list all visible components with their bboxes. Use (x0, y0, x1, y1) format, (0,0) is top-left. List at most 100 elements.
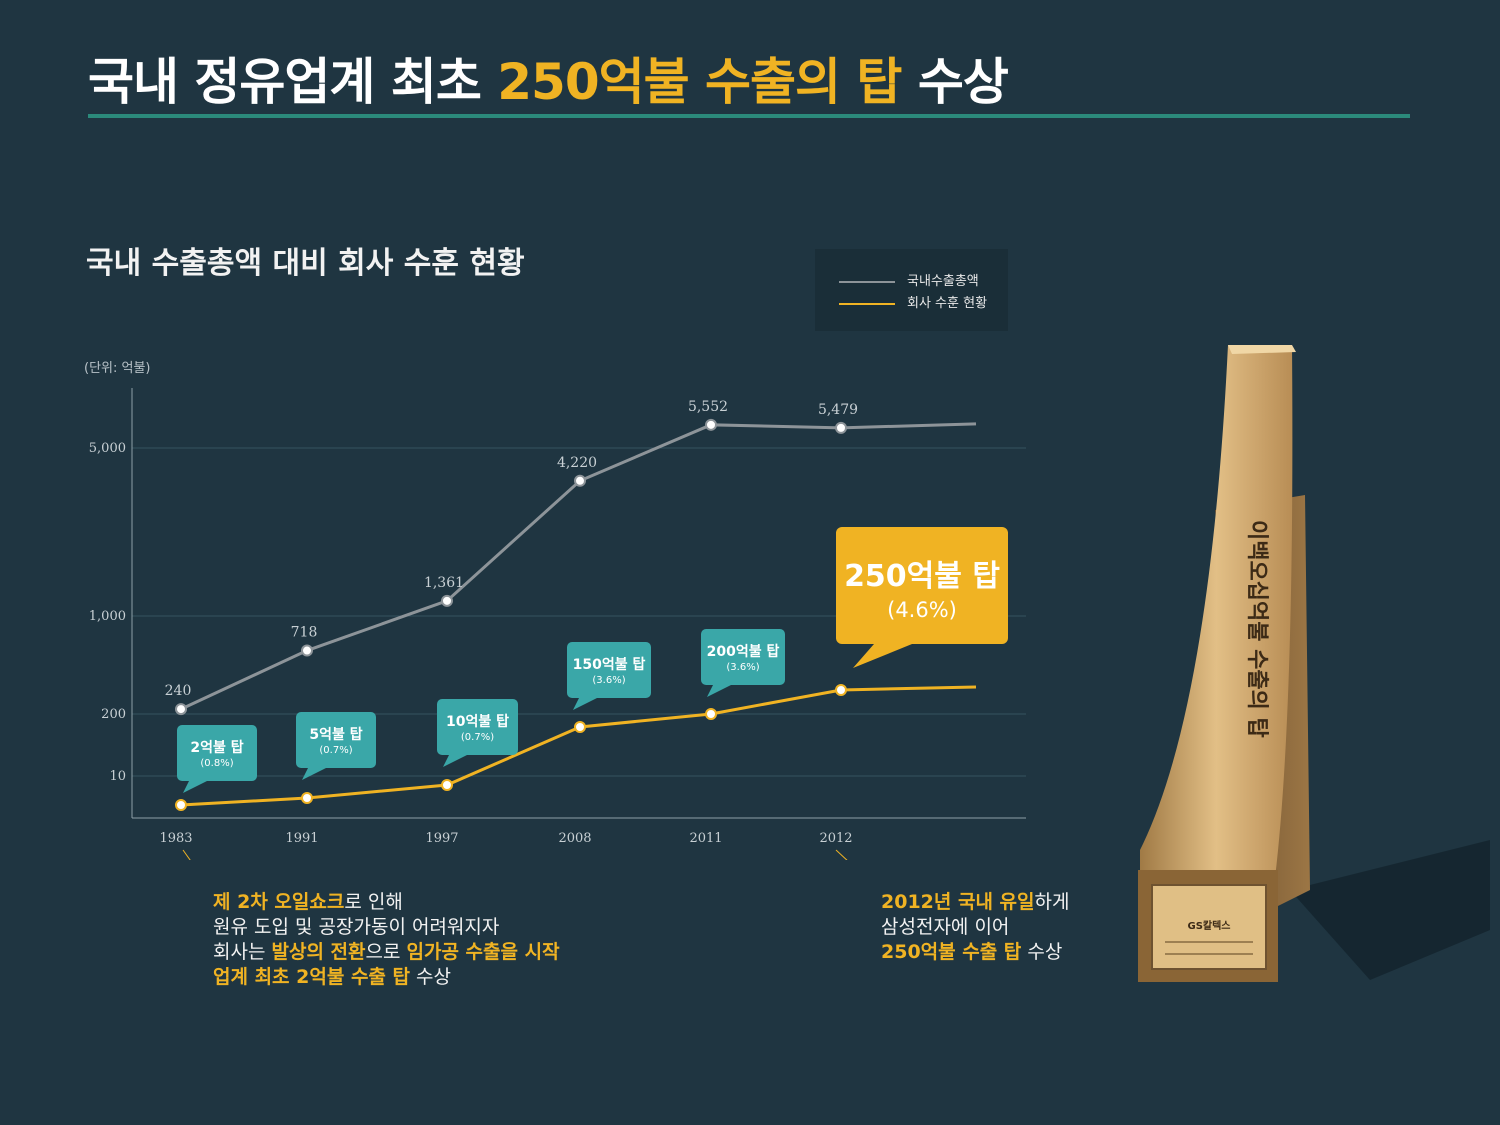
callout-label: 150억불 탑 (573, 657, 646, 673)
title-divider (88, 114, 1410, 118)
page-title: 국내 정유업계 최초 250억불 수출의 탑 수상 (88, 42, 1009, 114)
y-tick-label: 200 (101, 707, 126, 722)
award-callout: 200억불 탑 (3.6%) (701, 629, 785, 697)
note-highlight: 250억불 수출 탑 (881, 941, 1022, 963)
data-point-company (835, 684, 847, 696)
callout-share: (0.7%) (319, 745, 352, 756)
data-point-company (441, 779, 453, 791)
legend-label: 국내수출총액 (907, 274, 979, 289)
note-highlight: 2012년 국내 유일 (881, 891, 1035, 913)
callout-pointer (183, 781, 207, 793)
data-label-total: 718 (291, 625, 318, 641)
data-label-total: 240 (165, 683, 192, 699)
data-point-company (705, 708, 717, 720)
award-callout: 2억불 탑 (0.8%) (177, 725, 257, 793)
note-line: 250억불 수출 탑 수상 (881, 940, 1069, 965)
plaque-logo: GS칼텍스 (1187, 919, 1230, 932)
data-point-company (301, 792, 313, 804)
x-tick-label: 1983 (159, 831, 192, 846)
callout-label: 5억불 탑 (309, 727, 362, 743)
x-tick-label: 2011 (689, 831, 722, 846)
title-highlight: 250억불 수출의 탑 (497, 53, 902, 111)
note-highlight: 제 2차 오일쇼크 (213, 891, 345, 913)
data-point-total (175, 703, 187, 716)
trophy-shadow (1290, 840, 1490, 980)
callout-label: 10억불 탑 (446, 714, 509, 730)
x-tick-label: 2012 (819, 831, 852, 846)
callout-box (836, 527, 1008, 644)
data-point-total (301, 644, 313, 657)
note-line: 업계 최초 2억불 수출 탑 수상 (213, 965, 560, 990)
note-leader-left (182, 849, 191, 860)
data-label-total: 5,479 (818, 402, 858, 418)
callout-box (567, 642, 651, 698)
callout-box (701, 629, 785, 685)
data-label-total: 5,552 (688, 399, 728, 415)
award-callout: 10억불 탑 (0.7%) (437, 699, 518, 767)
callout-share: (0.8%) (200, 758, 233, 769)
note-text: 수상 (410, 966, 451, 988)
callout-share: (0.7%) (461, 732, 494, 743)
note-line: 삼성전자에 이어 (881, 916, 1010, 938)
trophy-inscription: 이백오십억불 수출의 탑 (1244, 520, 1269, 738)
callout-label: 2억불 탑 (190, 740, 243, 756)
award-callout: 5억불 탑 (0.7%) (296, 712, 376, 780)
callout-pointer (707, 685, 731, 697)
callout-label: 200억불 탑 (707, 644, 780, 660)
award-callout-highlight: 250억불 탑 (4.6%) (836, 527, 1008, 668)
data-point-company (175, 799, 187, 811)
note-line: 2012년 국내 유일하게 (881, 890, 1069, 915)
legend-label: 회사 수훈 현황 (907, 296, 988, 311)
note-highlight: 발상의 전환 (271, 941, 366, 963)
note-text: 수상 (1021, 941, 1063, 963)
callout-label: 250억불 탑 (844, 559, 1000, 594)
chart-title: 국내 수출총액 대비 회사 수훈 현황 (86, 246, 525, 281)
data-point-total (574, 474, 586, 487)
callout-share: (4.6%) (887, 598, 957, 622)
y-tick-label: 10 (109, 769, 126, 784)
note-leader-right (835, 849, 848, 860)
legend-item-company: 회사 수훈 현황 (839, 292, 987, 311)
note-left: 제 2차 오일쇼크로 인해 원유 도입 및 공장가동이 어려워지자 회사는 발상… (213, 890, 560, 990)
x-tick-label: 1991 (285, 831, 318, 846)
title-text: 국내 정유업계 최초 (88, 53, 498, 111)
x-tick-label: 2008 (558, 831, 591, 846)
data-point-total (705, 418, 717, 431)
note-text: 으로 (365, 941, 407, 963)
legend-swatch-gray (839, 280, 895, 283)
callout-pointer (443, 755, 467, 767)
note-line: 원유 도입 및 공장가동이 어려워지자 (213, 916, 500, 938)
x-tick-label: 1997 (425, 831, 458, 846)
line-chart: 5,000 1,000 200 10 1983 1991 1997 2008 2011 2012 2… (89, 388, 1026, 860)
note-highlight: 업계 최초 2억불 수출 탑 (213, 966, 410, 988)
data-label-total: 1,361 (424, 575, 464, 591)
note-line: 회사는 발상의 전환으로 임가공 수출을 시작 (213, 940, 560, 965)
callout-pointer (853, 644, 912, 668)
callout-box (296, 712, 376, 768)
note-highlight: 임가공 수출을 시작 (406, 941, 560, 963)
trophy-image: GS칼텍스 이백오십억불 수출의 탑 (1138, 345, 1490, 982)
chart-legend: 국내수출총액 회사 수훈 현황 (815, 249, 1008, 331)
note-right: 2012년 국내 유일하게 삼성전자에 이어 250억불 수출 탑 수상 (881, 890, 1069, 965)
callout-pointer (573, 698, 597, 710)
note-text: 로 인해 (344, 891, 403, 913)
trophy-plaque (1151, 884, 1267, 970)
data-point-company (574, 721, 586, 733)
note-text: 회사는 (213, 941, 272, 963)
y-tick-label: 1,000 (89, 609, 126, 624)
callout-box (177, 725, 257, 781)
title-suffix: 수상 (901, 53, 1009, 111)
y-tick-label: 5,000 (89, 441, 126, 456)
trophy-body (1140, 345, 1293, 878)
data-point-total (441, 594, 453, 607)
legend-item-total: 국내수출총액 (839, 270, 979, 289)
data-label-total: 4,220 (557, 455, 597, 471)
callout-share: (3.6%) (592, 675, 625, 686)
legend-swatch-yellow (839, 302, 895, 305)
note-text: 하게 (1034, 891, 1070, 913)
data-point-total (835, 421, 847, 434)
note-line: 제 2차 오일쇼크로 인해 (213, 890, 560, 915)
callout-box (437, 699, 518, 755)
callout-pointer (302, 768, 326, 780)
unit-label: (단위: 억불) (84, 361, 151, 376)
